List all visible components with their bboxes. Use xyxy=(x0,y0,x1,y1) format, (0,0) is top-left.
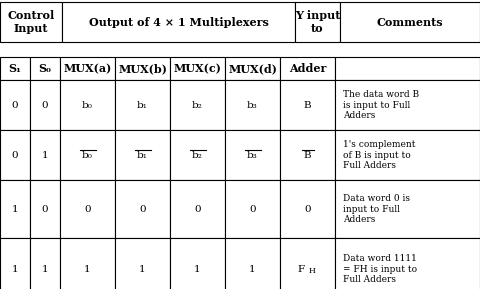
Text: 0: 0 xyxy=(42,101,48,110)
Bar xyxy=(335,238,480,289)
Text: S₁: S₁ xyxy=(9,63,22,74)
Bar xyxy=(0,130,30,180)
Text: b₃: b₃ xyxy=(247,151,258,160)
Bar xyxy=(340,2,480,42)
Text: 0: 0 xyxy=(194,205,201,214)
Bar xyxy=(225,57,280,80)
Text: Comments: Comments xyxy=(377,16,444,27)
Text: 0: 0 xyxy=(249,205,256,214)
Text: MUX(a): MUX(a) xyxy=(63,63,112,74)
Text: b₁: b₁ xyxy=(137,151,148,160)
Bar xyxy=(295,2,340,42)
Text: Adder: Adder xyxy=(289,63,326,74)
Bar xyxy=(115,238,170,289)
Bar xyxy=(280,57,335,80)
Bar xyxy=(30,180,60,238)
Bar xyxy=(170,57,225,80)
Text: MUX(b): MUX(b) xyxy=(118,63,167,74)
Bar xyxy=(60,57,115,80)
Bar xyxy=(170,180,225,238)
Text: 1's complement
of B is input to
Full Adders: 1's complement of B is input to Full Add… xyxy=(343,140,416,170)
Text: 1: 1 xyxy=(194,264,201,273)
Text: MUX(d): MUX(d) xyxy=(228,63,277,74)
Bar xyxy=(30,57,60,80)
Bar xyxy=(0,238,30,289)
Text: 0: 0 xyxy=(12,101,18,110)
Bar xyxy=(335,80,480,130)
Bar xyxy=(335,57,480,80)
Bar xyxy=(225,130,280,180)
Text: Data word 0 is
input to Full
Adders: Data word 0 is input to Full Adders xyxy=(343,194,410,224)
Text: 0: 0 xyxy=(12,151,18,160)
Text: b₁: b₁ xyxy=(137,101,148,110)
Text: 0: 0 xyxy=(304,205,311,214)
Text: b₂: b₂ xyxy=(192,101,203,110)
Text: 1: 1 xyxy=(249,264,256,273)
Text: B: B xyxy=(304,101,312,110)
Text: 1: 1 xyxy=(12,264,18,273)
Bar xyxy=(115,80,170,130)
Bar xyxy=(225,238,280,289)
Bar xyxy=(0,80,30,130)
Text: The data word B
is input to Full
Adders: The data word B is input to Full Adders xyxy=(343,90,419,120)
Bar xyxy=(170,80,225,130)
Bar xyxy=(0,2,62,42)
Bar xyxy=(30,238,60,289)
Bar xyxy=(225,180,280,238)
Text: 0: 0 xyxy=(84,205,91,214)
Bar xyxy=(115,130,170,180)
Text: F: F xyxy=(298,264,304,273)
Bar xyxy=(60,130,115,180)
Bar xyxy=(62,2,295,42)
Bar xyxy=(30,80,60,130)
Bar xyxy=(0,180,30,238)
Bar xyxy=(280,180,335,238)
Bar xyxy=(60,180,115,238)
Bar xyxy=(115,57,170,80)
Text: 1: 1 xyxy=(42,151,48,160)
Bar xyxy=(115,180,170,238)
Text: S₀: S₀ xyxy=(38,63,51,74)
Bar xyxy=(280,130,335,180)
Bar xyxy=(225,80,280,130)
Bar xyxy=(170,238,225,289)
Text: 1: 1 xyxy=(42,264,48,273)
Text: 1: 1 xyxy=(139,264,146,273)
Bar xyxy=(280,238,335,289)
Text: B: B xyxy=(304,151,312,160)
Bar xyxy=(60,238,115,289)
Text: 1: 1 xyxy=(84,264,91,273)
Text: H: H xyxy=(309,267,315,275)
Bar xyxy=(335,180,480,238)
Bar xyxy=(170,130,225,180)
Text: b₀: b₀ xyxy=(82,151,93,160)
Text: 0: 0 xyxy=(42,205,48,214)
Text: b₀: b₀ xyxy=(82,101,93,110)
Text: MUX(c): MUX(c) xyxy=(174,63,221,74)
Text: Y input
to: Y input to xyxy=(295,10,340,34)
Text: Control
Input: Control Input xyxy=(7,10,55,34)
Text: b₃: b₃ xyxy=(247,101,258,110)
Bar xyxy=(30,130,60,180)
Bar xyxy=(280,80,335,130)
Text: Data word 1111
= FH is input to
Full Adders: Data word 1111 = FH is input to Full Add… xyxy=(343,254,417,284)
Bar xyxy=(0,57,30,80)
Text: 0: 0 xyxy=(139,205,146,214)
Bar xyxy=(60,80,115,130)
Text: Output of 4 × 1 Multiplexers: Output of 4 × 1 Multiplexers xyxy=(89,16,268,27)
Text: 1: 1 xyxy=(12,205,18,214)
Text: b₂: b₂ xyxy=(192,151,203,160)
Bar xyxy=(335,130,480,180)
